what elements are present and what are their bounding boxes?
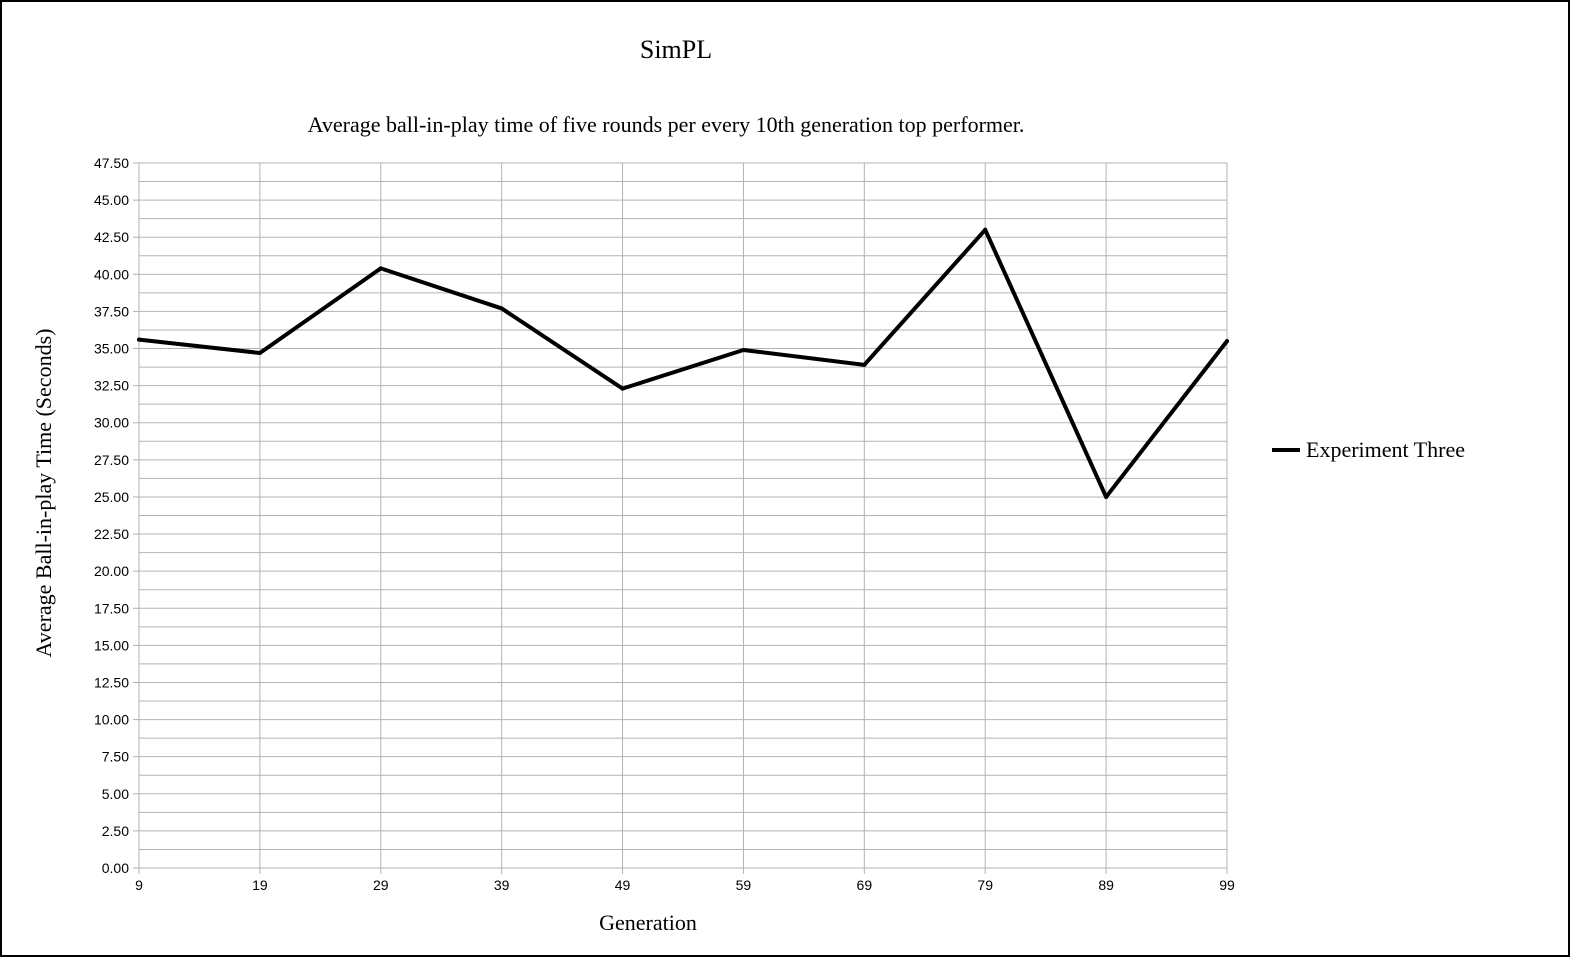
x-tick-label: 59 bbox=[736, 877, 752, 893]
x-tick-label: 49 bbox=[615, 877, 631, 893]
data-point bbox=[862, 362, 867, 367]
data-point bbox=[983, 227, 988, 232]
y-tick-label: 5.00 bbox=[102, 786, 129, 802]
y-tick-label: 37.50 bbox=[94, 303, 129, 319]
y-tick-label: 35.00 bbox=[94, 341, 129, 357]
chart-subtitle: Average ball-in-play time of five rounds… bbox=[308, 112, 1025, 137]
data-point bbox=[378, 266, 383, 271]
y-tick-label: 15.00 bbox=[94, 637, 129, 653]
y-tick-label: 22.50 bbox=[94, 526, 129, 542]
y-tick-label: 2.50 bbox=[102, 823, 129, 839]
x-tick-label: 19 bbox=[252, 877, 268, 893]
x-tick-label: 69 bbox=[857, 877, 873, 893]
grid bbox=[138, 162, 1228, 869]
x-tick-label: 99 bbox=[1219, 877, 1235, 893]
x-axis-ticks: 9 19 29 39 49 59 69 79 89 99 bbox=[135, 868, 1235, 893]
y-tick-label: 0.00 bbox=[102, 860, 129, 876]
x-tick-label: 79 bbox=[977, 877, 993, 893]
y-tick-label: 10.00 bbox=[94, 712, 129, 728]
y-tick-label: 32.50 bbox=[94, 378, 129, 394]
data-point bbox=[620, 386, 625, 391]
x-tick-label: 39 bbox=[494, 877, 510, 893]
y-axis-label: Average Ball-in-play Time (Seconds) bbox=[31, 329, 56, 658]
y-tick-label: 45.00 bbox=[94, 192, 129, 208]
chart-title: SimPL bbox=[640, 35, 712, 64]
data-point bbox=[499, 306, 504, 311]
y-axis-ticks: 0.00 2.50 5.00 7.50 10.00 12.50 15.00 17.50 20.0… bbox=[94, 155, 139, 876]
data-point bbox=[137, 337, 141, 342]
series-line-experiment-three bbox=[137, 227, 1229, 499]
y-tick-label: 20.00 bbox=[94, 563, 129, 579]
y-tick-label: 17.50 bbox=[94, 600, 129, 616]
y-tick-label: 25.00 bbox=[94, 489, 129, 505]
data-point bbox=[1225, 339, 1229, 344]
y-tick-label: 7.50 bbox=[102, 749, 129, 765]
data-point bbox=[257, 350, 262, 355]
series-layer bbox=[137, 227, 1229, 499]
x-tick-label: 9 bbox=[135, 877, 143, 893]
x-tick-label: 89 bbox=[1098, 877, 1114, 893]
y-tick-label: 47.50 bbox=[94, 155, 129, 171]
x-axis-label: Generation bbox=[599, 910, 697, 935]
data-point bbox=[1104, 494, 1109, 499]
y-tick-label: 27.50 bbox=[94, 452, 129, 468]
x-tick-label: 29 bbox=[373, 877, 389, 893]
y-tick-label: 40.00 bbox=[94, 266, 129, 282]
y-tick-label: 30.00 bbox=[94, 415, 129, 431]
y-tick-label: 42.50 bbox=[94, 229, 129, 245]
y-tick-label: 12.50 bbox=[94, 674, 129, 690]
legend-label-experiment-three: Experiment Three bbox=[1306, 437, 1465, 462]
data-point bbox=[741, 348, 746, 353]
legend: Experiment Three bbox=[1272, 437, 1465, 462]
